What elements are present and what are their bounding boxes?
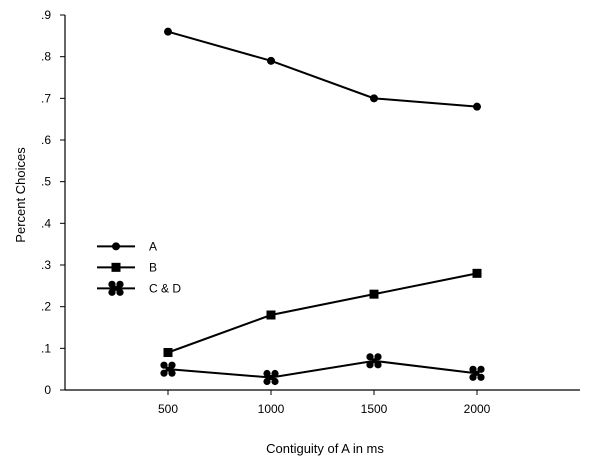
y-tick-label: 0	[44, 383, 51, 397]
y-tick-label: .9	[41, 8, 51, 22]
y-tick-label: .8	[41, 50, 51, 64]
x-tick-label: 2000	[464, 402, 491, 416]
data-point-c-d	[366, 353, 382, 369]
data-point-a	[473, 102, 481, 111]
x-axis-title: Contiguity of A in ms	[266, 441, 384, 456]
y-tick-label: .2	[41, 300, 51, 314]
series-line-b	[167, 272, 478, 354]
data-point-b	[266, 310, 276, 320]
series-line-c-d	[167, 359, 478, 379]
legend: AB C & D	[97, 239, 181, 296]
x-tick-label: 500	[158, 402, 178, 416]
data-point-b	[369, 289, 379, 299]
legend-marker	[111, 262, 121, 272]
series-layer	[160, 27, 485, 386]
legend-item-c-d: C & D	[97, 280, 181, 296]
data-point-a	[267, 56, 275, 65]
data-point-c-d	[469, 365, 485, 381]
series-a	[164, 27, 481, 111]
y-axis-ticks: 0 .1 .2 .3 .4 .5 .6 .7 .8 .9	[41, 8, 65, 397]
y-tick-label: .7	[41, 91, 51, 105]
series-c-d	[160, 353, 485, 386]
data-point-b	[163, 348, 173, 357]
y-axis-title: Percent Choices	[13, 147, 28, 243]
y-tick-label: .1	[41, 341, 51, 355]
legend-item-b: B	[97, 260, 157, 274]
legend-marker	[112, 242, 120, 251]
legend-item-a: A	[97, 239, 157, 253]
y-tick-label: .6	[41, 133, 51, 147]
legend-marker	[108, 280, 124, 296]
data-point-b	[472, 268, 482, 278]
legend-label: A	[149, 239, 157, 253]
y-tick-label: .3	[41, 258, 51, 272]
series-b	[163, 268, 482, 357]
axes	[64, 15, 580, 391]
y-tick-label: .5	[41, 175, 51, 189]
series-line-a	[167, 30, 478, 108]
y-tick-label: .4	[41, 216, 51, 230]
data-point-a	[370, 94, 378, 103]
x-axis-ticks: 500 1000 1500 2000	[158, 390, 491, 416]
legend-label: B	[149, 260, 157, 274]
data-point-a	[164, 27, 172, 36]
legend-label: C & D	[149, 281, 181, 295]
data-point-c-d	[160, 361, 176, 377]
x-tick-label: 1000	[258, 402, 285, 416]
x-tick-label: 1500	[361, 402, 388, 416]
data-point-c-d	[263, 369, 279, 386]
